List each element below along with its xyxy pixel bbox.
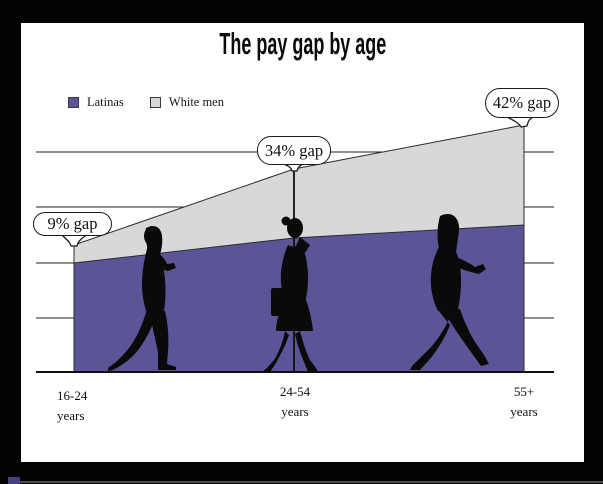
x-axis-label-55plus-line1: 55+ [513,384,535,399]
x-axis-label-16-24-line2: years [57,408,85,423]
legend-item-white-men: White men [149,95,224,110]
white-men-swatch-icon [149,97,161,108]
chart-title: The pay gap by age [219,26,386,61]
legend-label-white-men: White men [168,95,224,109]
bottom-edge-purple-chip [8,477,20,484]
woman-silhouette-55plus [410,213,489,370]
chart-legend: Latinas White men [68,95,224,110]
gap-callout-16-24: 9% gap [33,212,112,236]
x-axis-label-24-54: 24-54 years [265,382,325,422]
x-axis-label-16-24: 16-24 years [57,386,87,426]
x-axis-label-24-54-line1: 24-54 [279,384,311,399]
x-axis-label-16-24-line1: 16-24 [57,388,88,403]
bottom-edge-line [20,481,603,483]
woman-silhouette-24-54 [262,216,318,372]
legend-label-latinas: Latinas [87,95,124,109]
gap-callout-24-54: 34% gap [257,136,331,165]
legend-item-latinas: Latinas [68,95,124,110]
latinas-swatch-icon [68,97,79,108]
x-axis-label-55plus-line2: years [510,404,538,419]
gap-callout-55plus: 42% gap [485,88,559,118]
chart-title-wrap: The pay gap by age [21,26,584,62]
woman-silhouette-16-24 [108,226,176,371]
x-axis-label-24-54-line2: years [281,404,309,419]
callout-tail-9pct [60,233,89,247]
x-axis-label-55plus: 55+ years [494,382,554,422]
